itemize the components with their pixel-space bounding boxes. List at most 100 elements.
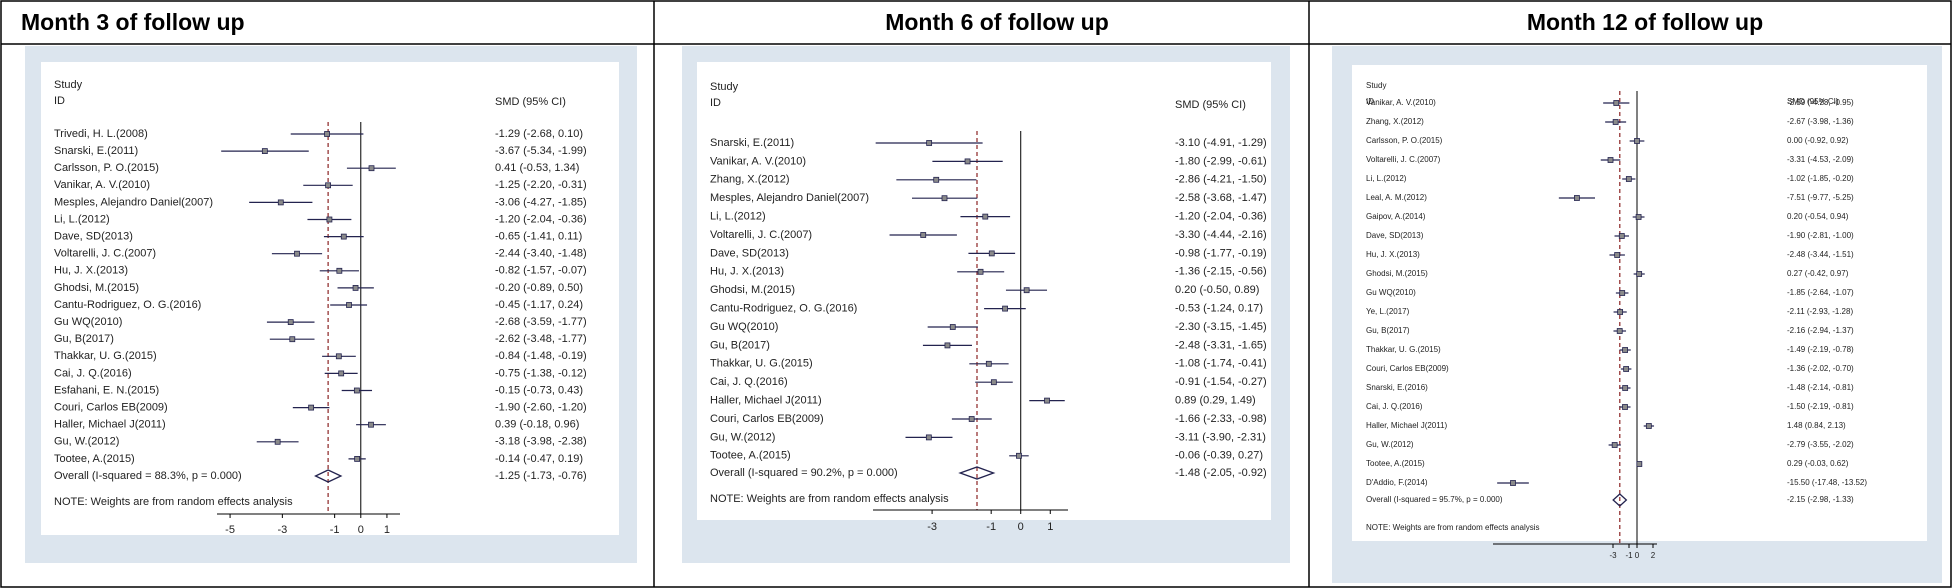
effect-label: -2.59 (-4.23, -0.95) <box>1787 98 1854 107</box>
study-name: Dave, SD(2013) <box>1366 231 1424 240</box>
effect-label: -1.36 (-2.02, -0.70) <box>1787 364 1854 373</box>
effect-marker <box>968 416 975 422</box>
effect-marker <box>1635 214 1642 220</box>
effect-label: -3.18 (-3.98, -2.38) <box>495 436 587 448</box>
effect-label: -3.31 (-4.53, -2.09) <box>1787 155 1854 164</box>
effect-marker <box>1002 305 1008 312</box>
effect-label: -3.10 (-4.91, -1.29) <box>1175 137 1267 149</box>
effect-label: 0.20 (-0.54, 0.94) <box>1787 212 1849 221</box>
x-tick-label: 0 <box>1635 551 1640 560</box>
effect-marker <box>325 182 332 189</box>
effect-marker <box>294 250 300 257</box>
study-name: Tootee, A.(2015) <box>1366 459 1425 468</box>
study-name: Gu, W.(2012) <box>54 436 119 448</box>
effect-marker <box>368 421 374 428</box>
effect-label: 1.48 (0.84, 2.13) <box>1787 421 1846 430</box>
overall-effect-label: -1.48 (-2.05, -0.92) <box>1175 467 1267 479</box>
effect-marker <box>1607 157 1614 163</box>
effect-label: -2.68 (-3.59, -1.77) <box>495 316 587 328</box>
effect-label: -1.49 (-2.19, -0.78) <box>1787 345 1854 354</box>
study-name: Li, L.(2012) <box>710 211 766 223</box>
study-name: Hu, J. X.(2013) <box>710 266 784 278</box>
panel-title: Month 3 of follow up <box>21 9 245 35</box>
effect-marker <box>1623 366 1630 372</box>
x-tick-label: -1 <box>986 521 996 533</box>
id-header: ID <box>1366 97 1374 106</box>
study-name: Hu, J. X.(2013) <box>1366 250 1420 259</box>
effect-label: -1.66 (-2.33, -0.98) <box>1175 413 1267 425</box>
effect-marker <box>1622 347 1628 353</box>
effect-marker <box>354 455 361 462</box>
effect-marker <box>1611 442 1618 448</box>
effect-header: SMD (95% CI) <box>1787 97 1839 106</box>
study-name: Vanikar, A. V.(2010) <box>54 179 150 191</box>
effect-marker <box>944 342 951 349</box>
effect-marker <box>326 216 333 223</box>
effect-marker <box>982 213 989 220</box>
x-tick-label: 1 <box>1047 521 1053 533</box>
effect-marker <box>1618 233 1625 239</box>
effect-label: -0.75 (-1.38, -0.12) <box>495 367 587 379</box>
effect-label: -2.48 (-3.31, -1.65) <box>1175 339 1267 351</box>
overall-label: Overall (I-squared = 88.3%, p = 0.000) <box>54 470 242 482</box>
x-tick-label: -3 <box>927 521 937 533</box>
study-name: Snarski, E.(2011) <box>710 137 794 149</box>
effect-marker <box>920 232 927 238</box>
effect-label: -1.50 (-2.19, -0.81) <box>1787 402 1854 411</box>
effect-label: 0.41 (-0.53, 1.34) <box>495 162 579 174</box>
study-name: Couri, Carlos EB(2009) <box>710 413 824 425</box>
x-tick-label: -3 <box>277 524 287 536</box>
effect-label: -1.20 (-2.04, -0.36) <box>1175 211 1267 223</box>
effect-marker <box>1044 397 1050 404</box>
effect-label: -0.84 (-1.48, -0.19) <box>495 350 587 362</box>
study-name: Esfahani, E. N.(2015) <box>54 384 159 396</box>
effect-marker <box>1510 480 1516 486</box>
effect-marker <box>1023 287 1030 294</box>
effect-label: 0.20 (-0.50, 0.89) <box>1175 284 1259 296</box>
effect-marker <box>941 195 948 202</box>
study-name: Haller, Michael J(2011) <box>710 395 822 407</box>
study-name: Cai, J. Q.(2016) <box>54 367 132 379</box>
effect-marker <box>274 438 281 445</box>
effect-marker <box>340 233 347 240</box>
study-name: Dave, SD(2013) <box>54 231 133 243</box>
effect-label: -0.20 (-0.89, 0.50) <box>495 282 583 294</box>
effect-label: -0.15 (-0.73, 0.43) <box>495 384 583 396</box>
effect-label: -1.29 (-2.68, 0.10) <box>495 128 583 140</box>
study-name: Mesples, Alejandro Daniel(2007) <box>710 192 869 204</box>
effect-label: -2.30 (-3.15, -1.45) <box>1175 321 1267 333</box>
effect-marker <box>308 404 315 411</box>
study-name: Cai, J. Q.(2016) <box>710 376 788 388</box>
effect-marker <box>1622 385 1629 391</box>
effect-label: -1.90 (-2.60, -1.20) <box>495 402 587 414</box>
study-name: Trivedi, H. L.(2008) <box>54 128 148 140</box>
effect-marker <box>990 379 997 386</box>
effect-marker <box>1612 119 1619 125</box>
effect-label: -15.50 (-17.48, -13.52) <box>1787 478 1867 487</box>
study-name: Carlsson, P. O.(2015) <box>1366 136 1443 145</box>
effect-label: -1.25 (-2.20, -0.31) <box>495 179 587 191</box>
study-name: Haller, Michael J(2011) <box>54 419 166 431</box>
study-name: Gu WQ(2010) <box>54 316 122 328</box>
effect-marker <box>1636 461 1643 467</box>
effect-label: -0.65 (-1.41, 0.11) <box>495 231 582 243</box>
study-name: Voltarelli, J. C.(2007) <box>1366 155 1441 164</box>
effect-label: 0.00 (-0.92, 0.92) <box>1787 136 1849 145</box>
study-name: Gu WQ(2010) <box>710 321 778 333</box>
study-name: Couri, Carlos EB(2009) <box>1366 364 1449 373</box>
study-name: Thakkar, U. G.(2015) <box>54 350 157 362</box>
effect-marker <box>1616 328 1623 334</box>
effect-label: -1.48 (-2.14, -0.81) <box>1787 383 1854 392</box>
effect-label: -2.79 (-3.55, -2.02) <box>1787 440 1854 449</box>
effect-marker <box>1617 309 1624 315</box>
effect-label: -1.36 (-2.15, -0.56) <box>1175 266 1267 278</box>
study-header: Study <box>1366 81 1386 90</box>
id-header: ID <box>54 95 65 107</box>
study-name: Gu, B(2017) <box>710 339 770 351</box>
effect-label: -1.02 (-1.85, -0.20) <box>1787 174 1854 183</box>
effect-label: -2.58 (-3.68, -1.47) <box>1175 192 1267 204</box>
study-name: Li, L.(2012) <box>54 213 110 225</box>
effect-marker <box>1016 452 1022 459</box>
